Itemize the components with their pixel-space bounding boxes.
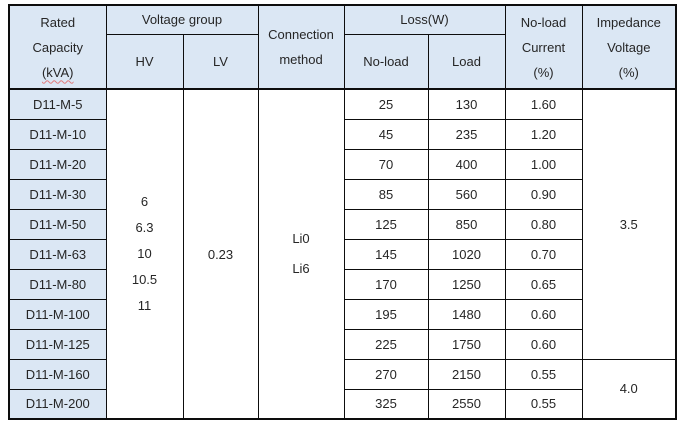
cell-load-loss: 1480	[427, 298, 506, 330]
table-row: D11-M-200 325 2550 0.55	[8, 388, 676, 420]
table-row: D11-M-10 45 235 1.20	[8, 118, 676, 150]
table-row: D11-M-30 85 560 0.90	[8, 178, 676, 210]
connection-value: Li6	[292, 261, 310, 276]
connection-value: Li0	[292, 231, 310, 246]
header-loss: Loss(W)	[343, 4, 506, 35]
header-row-2: HV LV No-load Load	[9, 33, 676, 90]
cell-load-loss: 2150	[427, 358, 506, 390]
cell-no-load-loss: 25	[343, 88, 429, 120]
header-line: Rated	[40, 14, 76, 30]
cell-no-load-loss: 145	[343, 238, 429, 270]
spec-table-wrapper: Rated Capacity (kVA) Voltage group Conne…	[8, 4, 677, 420]
hv-value: 10.5	[131, 272, 158, 287]
header-row-1: Rated Capacity (kVA) Voltage group Conne…	[8, 4, 677, 90]
cell-model: D11-M-125	[8, 328, 107, 360]
cell-no-load-current: 1.20	[504, 118, 583, 150]
cell-model: D11-M-5	[8, 88, 107, 120]
cell-model: D11-M-63	[8, 238, 107, 270]
header-no-load: No-load	[343, 33, 429, 90]
cell-no-load-loss: 195	[343, 298, 429, 330]
cell-model: D11-M-10	[8, 118, 107, 150]
cell-no-load-loss: 325	[343, 388, 429, 420]
cell-no-load-loss: 125	[343, 208, 429, 240]
hv-value: 6	[140, 194, 149, 209]
cell-load-loss: 560	[427, 178, 506, 210]
cell-no-load-current: 0.60	[504, 298, 583, 330]
cell-load-loss: 130	[427, 88, 506, 120]
cell-no-load-current: 0.55	[504, 358, 583, 390]
table-row: D11-M-5 6 6.3 10 10.5 11 0.23 Li0 Li6 25…	[8, 88, 677, 420]
header-line: method	[279, 52, 323, 67]
cell-load-loss: 400	[427, 148, 506, 180]
header-lv: LV	[182, 33, 259, 90]
cell-impedance-4-0: 4.0	[581, 358, 677, 420]
cell-no-load-loss: 45	[343, 118, 429, 150]
cell-model: D11-M-100	[8, 298, 107, 330]
table-row: D11-M-100 195 1480 0.60	[8, 298, 676, 330]
header-line: No-load	[520, 14, 567, 30]
cell-model: D11-M-80	[8, 268, 107, 300]
cell-no-load-loss: 85	[343, 178, 429, 210]
cell-no-load-loss: 225	[343, 328, 429, 360]
header-line: Capacity	[32, 39, 84, 55]
cell-load-loss: 235	[427, 118, 506, 150]
header-line: (%)	[533, 64, 554, 80]
header-hv: HV	[105, 33, 184, 90]
table-row: D11-M-160 270 2150 0.55 4.0	[8, 358, 677, 420]
header-voltage-group: Voltage group	[105, 4, 259, 35]
header-load: Load	[427, 33, 506, 90]
table-row: D11-M-50 125 850 0.80	[8, 208, 676, 240]
cell-load-loss: 1020	[427, 238, 506, 270]
hv-value: 10	[137, 246, 152, 261]
cell-load-loss: 2550	[427, 388, 506, 420]
header-line: Voltage	[607, 39, 651, 55]
table-row: D11-M-20 70 400 1.00	[8, 148, 676, 180]
cell-no-load-current: 0.60	[504, 328, 583, 360]
cell-load-loss: 850	[427, 208, 506, 240]
cell-model: D11-M-50	[8, 208, 107, 240]
cell-load-loss: 1250	[427, 268, 506, 300]
cell-no-load-current: 0.65	[504, 268, 583, 300]
hv-value: 11	[137, 298, 152, 313]
cell-no-load-current: 1.60	[504, 88, 583, 120]
header-connection-method: Connection method	[257, 4, 345, 90]
cell-no-load-current: 0.90	[504, 178, 583, 210]
cell-load-loss: 1750	[427, 328, 506, 360]
cell-lv-value: 0.23	[182, 88, 259, 420]
cell-no-load-current: 1.00	[504, 148, 583, 180]
cell-no-load-loss: 170	[343, 268, 429, 300]
cell-hv-values: 6 6.3 10 10.5 11	[105, 88, 184, 420]
cell-model: D11-M-30	[8, 178, 107, 210]
header-rated-capacity: Rated Capacity (kVA)	[8, 4, 107, 90]
cell-connection-values: Li0 Li6	[257, 88, 345, 420]
header-line: (%)	[618, 64, 639, 80]
header-line: Impedance	[596, 14, 661, 30]
header-no-load-current: No-load Current (%)	[504, 4, 583, 90]
header-line-kva: (kVA)	[41, 64, 74, 80]
cell-model: D11-M-160	[8, 358, 107, 390]
cell-model: D11-M-20	[8, 148, 107, 180]
cell-impedance-3-5: 3.5	[581, 88, 677, 360]
cell-no-load-loss: 70	[343, 148, 429, 180]
cell-no-load-loss: 270	[343, 358, 429, 390]
table-row: D11-M-80 170 1250 0.65	[8, 268, 676, 300]
cell-no-load-current: 0.80	[504, 208, 583, 240]
cell-no-load-current: 0.70	[504, 238, 583, 270]
header-impedance-voltage: Impedance Voltage (%)	[581, 4, 677, 90]
cell-no-load-current: 0.55	[504, 388, 583, 420]
hv-value: 6.3	[135, 220, 154, 235]
header-line: Current	[521, 39, 566, 55]
header-line: Connection	[268, 27, 334, 42]
transformer-spec-table: Rated Capacity (kVA) Voltage group Conne…	[8, 4, 677, 420]
cell-model: D11-M-200	[8, 388, 107, 420]
